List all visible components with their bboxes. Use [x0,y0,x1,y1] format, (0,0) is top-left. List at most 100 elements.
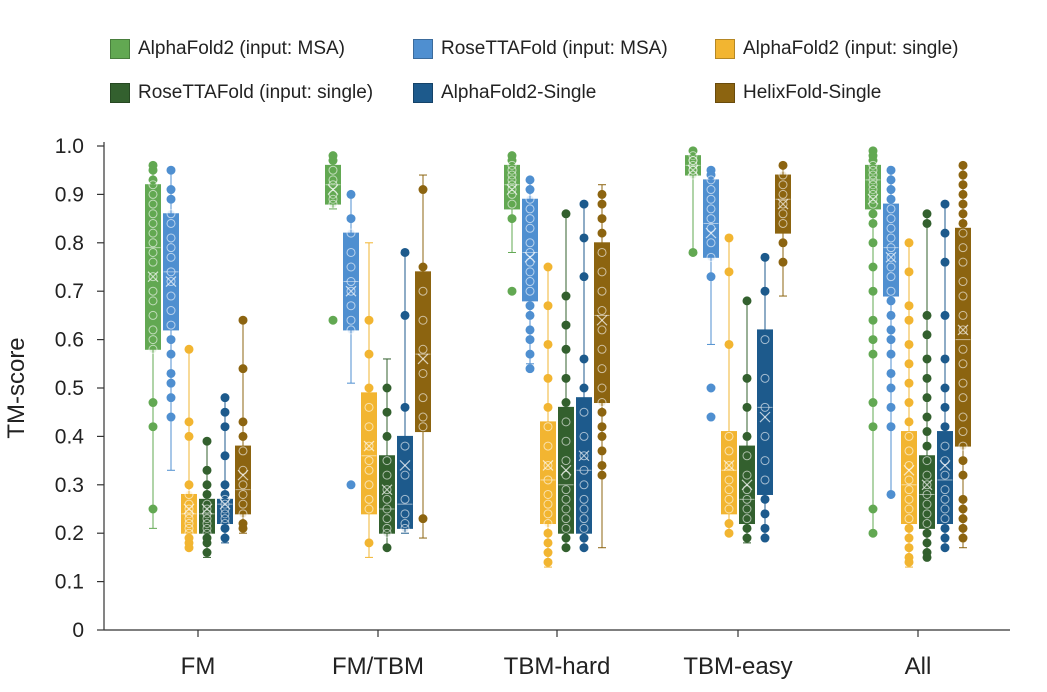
data-point [904,504,914,514]
data-point [886,272,896,282]
legend-label: AlphaFold2 (input: MSA) [138,38,345,59]
mean-marker [147,271,159,283]
data-point [922,330,932,340]
data-point [724,460,734,470]
data-point [382,528,392,538]
data-point [202,538,212,548]
data-point [904,543,914,553]
data-point [507,286,517,296]
data-point [886,214,896,224]
data-point [958,470,968,480]
data-point [724,494,734,504]
box-group [739,296,755,544]
data-point [148,189,158,199]
data-point [742,451,752,461]
data-point [346,480,356,490]
data-point [561,470,571,480]
data-point [760,475,770,485]
legend-item-rosettafold-msa: RoseTTAFold (input: MSA) [413,36,668,62]
data-point [868,194,878,204]
data-point [958,277,968,287]
data-point [364,383,374,393]
data-point [202,548,212,558]
data-point [418,422,428,432]
box-group [883,165,899,499]
x-tick-label: FM [181,653,216,680]
data-point [868,349,878,359]
data-point [940,257,950,267]
data-point [886,286,896,296]
data-point [561,291,571,301]
data-point [778,218,788,228]
data-point [579,451,589,461]
y-tick-label: 0.8 [55,232,84,255]
data-point [579,407,589,417]
data-point [922,393,932,403]
data-point [400,247,410,257]
data-point [742,514,752,524]
box-group [415,174,431,539]
box-group [181,344,197,553]
data-point [400,470,410,480]
data-point [868,504,878,514]
data-point [543,475,553,485]
data-point [238,446,248,456]
data-point [886,243,896,253]
data-point [706,204,716,214]
data-point [507,185,517,195]
data-point [904,238,914,248]
data-point [958,504,968,514]
data-point [202,509,212,519]
data-point [868,180,878,190]
y-tick-label: 0.7 [55,280,84,303]
mean-marker [165,276,177,287]
box-group [703,165,719,422]
data-point [579,431,589,441]
data-point [706,194,716,204]
data-point [202,519,212,529]
data-point [760,431,770,441]
mean-marker [542,460,554,471]
data-point [561,514,571,524]
data-point [886,233,896,243]
data-point [507,156,517,166]
data-point [166,306,176,316]
data-point [688,146,698,156]
box-group [163,165,179,471]
data-point [543,499,553,509]
data-point [561,456,571,466]
data-point [364,504,374,514]
y-tick-label: 0.1 [55,571,84,594]
data-point [418,393,428,403]
data-point [868,209,878,219]
box-group [919,209,935,562]
data-point [148,175,158,185]
data-point [328,194,338,204]
data-point [958,228,968,238]
data-point [220,523,230,533]
data-point [561,494,571,504]
data-point [382,431,392,441]
data-point [166,378,176,388]
data-point [507,180,517,190]
data-point [940,199,950,209]
data-point [220,499,230,509]
box-group [145,160,161,529]
data-point [220,504,230,514]
data-point [886,165,896,175]
data-point [328,165,338,175]
data-point [940,422,950,432]
data-point [778,180,788,190]
data-point [958,291,968,301]
data-point [328,315,338,325]
data-point [868,262,878,272]
data-point [868,398,878,408]
data-point [742,504,752,514]
data-point [940,383,950,393]
box-group [937,199,953,553]
data-point [579,272,589,282]
data-point [904,339,914,349]
data-point [742,470,752,480]
box-group [379,358,395,553]
data-point [418,344,428,354]
